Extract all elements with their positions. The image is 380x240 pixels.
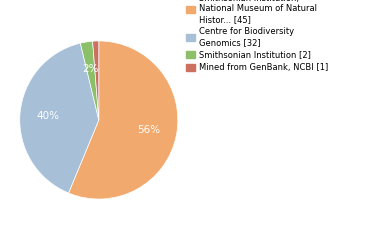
Wedge shape [68, 41, 178, 199]
Legend: Smithsonian Institution,
National Museum of Natural
Histor... [45], Centre for B: Smithsonian Institution, National Museum… [185, 0, 330, 74]
Text: 2%: 2% [82, 64, 99, 74]
Wedge shape [80, 41, 99, 120]
Text: 40%: 40% [36, 111, 59, 121]
Wedge shape [20, 43, 99, 193]
Text: 56%: 56% [138, 125, 161, 135]
Wedge shape [93, 41, 99, 120]
